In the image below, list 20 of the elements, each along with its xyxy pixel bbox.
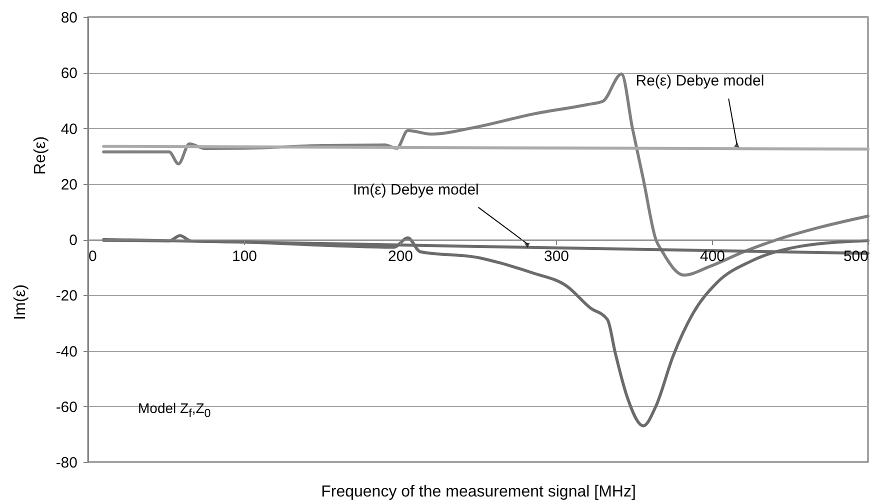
y-tick-label: 20 [60,176,78,194]
y-tick-label: 0 [69,232,78,249]
annotation: Im(ε) Debye model [352,181,479,198]
y-tick-label: -40 [56,343,78,360]
x-tick-label: 0 [88,248,97,265]
y-tick-label: -80 [56,454,78,472]
y-tick-label: 60 [60,65,78,82]
text: Im(ε) [12,284,30,320]
x-tick-label: 400 [700,248,726,265]
x-tick-label: 200 [388,248,414,265]
x-tick-label: 300 [544,248,570,265]
annotation: Model Z$_{f}$,Z$_{0}$ [138,400,211,420]
y-axis-title: Re(ε) [32,136,49,175]
x-axis-title: Frequency of the measurement signal [MHz] [321,484,636,500]
y-tick-label: -20 [56,288,78,305]
x-tick-label: 100 [232,248,258,265]
y-tick-label: -60 [56,398,78,416]
annotation: Re(ε) Debye model [636,72,764,90]
y-tick-label: 40 [60,120,78,138]
y-tick-label: 80 [60,10,78,26]
